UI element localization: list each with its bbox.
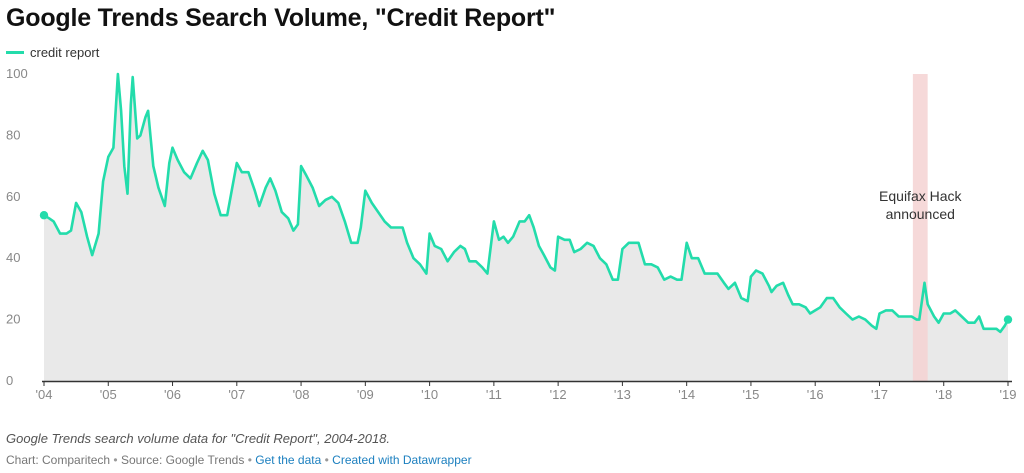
x-tick-label: '09 — [357, 387, 374, 402]
y-tick-label: 20 — [6, 312, 20, 327]
x-tick-label: '19 — [1000, 387, 1017, 402]
start-point-marker — [39, 211, 49, 220]
datawrapper-link[interactable]: Created with Datawrapper — [332, 453, 472, 467]
series-line-credit-report — [42, 72, 1010, 334]
end-point-marker — [1003, 315, 1013, 324]
x-tick-label: '07 — [228, 387, 245, 402]
annotation-label: Equifax Hack — [879, 188, 962, 204]
footer-source: Source: Google Trends — [120, 453, 245, 467]
equifax-highlight-band — [912, 74, 928, 381]
footer-separator: • — [113, 453, 118, 467]
x-tick-label: '18 — [935, 387, 952, 402]
y-tick-label: 80 — [6, 127, 20, 142]
x-tick-label: '16 — [807, 387, 824, 402]
trend-chart: 0 20 40 60 80 100 '04 '05 '06 '07 '08 '09 '10 '11 '12 '… — [6, 66, 1017, 402]
y-tick-label: 60 — [6, 189, 20, 204]
footer-separator: • — [247, 453, 252, 467]
x-tick-label: '05 — [100, 387, 117, 402]
footer-separator: • — [324, 453, 329, 467]
x-tick-label: '17 — [871, 387, 888, 402]
x-tick-label: '06 — [164, 387, 181, 402]
y-tick-label: 0 — [6, 373, 13, 388]
x-tick-label: '08 — [293, 387, 310, 402]
chart-footer: Chart: Comparitech • Source: Google Tren… — [6, 453, 472, 467]
get-data-link[interactable]: Get the data — [255, 453, 322, 467]
chart-caption: Google Trends search volume data for "Cr… — [6, 431, 391, 446]
y-tick-label: 100 — [6, 66, 28, 81]
x-tick-label: '11 — [486, 387, 502, 402]
x-tick-label: '04 — [36, 387, 53, 402]
x-tick-label: '10 — [421, 387, 438, 402]
chart-title: Google Trends Search Volume, "Credit Rep… — [6, 4, 556, 32]
x-tick-label: '15 — [742, 387, 759, 402]
x-tick-label: '14 — [678, 387, 695, 402]
area-fill — [44, 74, 1008, 381]
annotation-label: announced — [886, 206, 955, 222]
legend-swatch — [6, 51, 24, 54]
x-tick-label: '12 — [550, 387, 567, 402]
chart-legend: credit report — [6, 45, 99, 60]
y-tick-label: 40 — [6, 250, 20, 265]
footer-chart-credit: Chart: Comparitech — [6, 453, 111, 467]
x-tick-label: '13 — [614, 387, 631, 402]
legend-label: credit report — [30, 45, 100, 60]
